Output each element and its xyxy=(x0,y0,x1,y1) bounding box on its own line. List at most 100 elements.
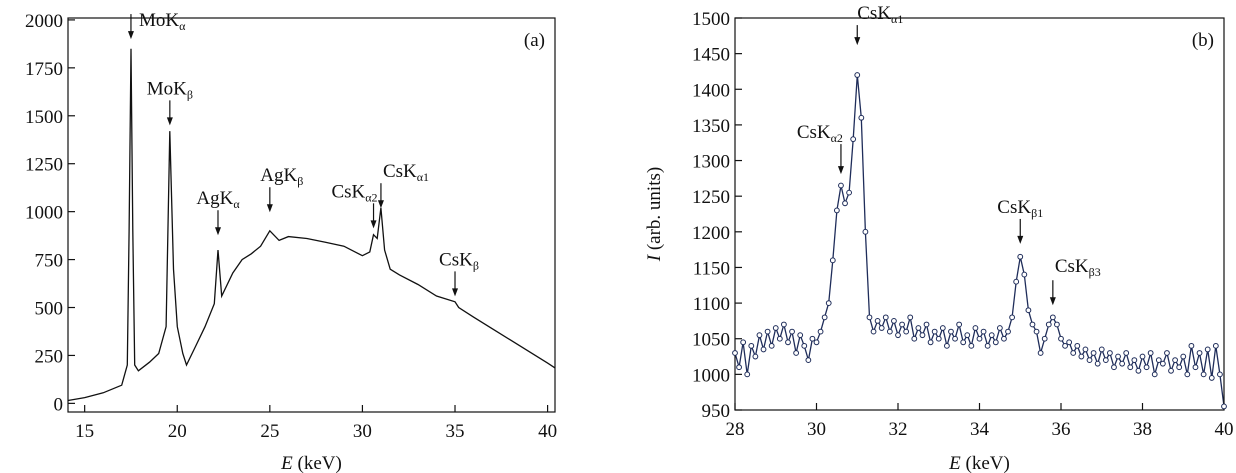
data-point xyxy=(1204,346,1211,353)
y-tick-label: 1100 xyxy=(693,294,730,315)
y-tick-label: 1750 xyxy=(25,59,63,80)
data-point xyxy=(1001,335,1007,342)
x-tick-label: 40 xyxy=(1215,419,1234,440)
spectrum-line xyxy=(67,48,556,402)
annotation-subscript: α xyxy=(179,19,186,33)
annotation-label: MoKα xyxy=(139,10,186,33)
panel-label: (b) xyxy=(1192,30,1214,51)
panel-label: (a) xyxy=(524,30,545,51)
y-tick-label: 1250 xyxy=(692,187,730,208)
y-tick-label: 1250 xyxy=(25,155,63,176)
y-tick-label: 1500 xyxy=(25,107,63,128)
data-point xyxy=(866,314,873,321)
annotation-label: AgKα xyxy=(196,188,240,211)
data-point xyxy=(1212,342,1219,349)
y-tick-label: 0 xyxy=(54,394,64,415)
data-point xyxy=(903,328,910,335)
data-point xyxy=(996,325,1003,331)
y-tick-label: 1000 xyxy=(692,365,730,386)
data-point xyxy=(829,257,836,264)
data-point xyxy=(1168,367,1174,374)
data-point xyxy=(1115,353,1121,360)
data-point xyxy=(1045,321,1052,328)
data-point xyxy=(1131,357,1138,364)
data-point xyxy=(1090,350,1097,356)
data-point xyxy=(1107,350,1113,356)
data-point xyxy=(1049,314,1056,321)
data-point xyxy=(1127,364,1134,371)
panel: 28 30 32 34 36 38 40 950 1000 1050 1100 1150 1200 125… xyxy=(644,3,1234,473)
y-tick-label: 1000 xyxy=(25,203,63,224)
annotation-text: MoK xyxy=(147,78,187,99)
annotation-subscript: α1 xyxy=(417,170,429,184)
data-point xyxy=(789,328,795,335)
data-point xyxy=(992,339,999,346)
data-point xyxy=(1164,350,1170,356)
data-point xyxy=(797,332,804,339)
x-tick-label: 28 xyxy=(726,419,745,440)
arrow-head xyxy=(1049,297,1056,306)
data-point xyxy=(948,328,954,335)
data-point xyxy=(825,300,832,306)
arrow-head xyxy=(854,37,861,46)
data-point xyxy=(1017,253,1024,260)
y-tick-label: 950 xyxy=(702,401,731,422)
annotation-subscript: β xyxy=(187,87,193,101)
data-point xyxy=(805,357,812,364)
data-point xyxy=(956,321,963,328)
data-point xyxy=(781,321,787,328)
data-point xyxy=(1078,353,1085,360)
data-point xyxy=(842,200,848,207)
data-point xyxy=(756,332,763,339)
data-point xyxy=(1221,403,1227,410)
arrow-head xyxy=(127,31,134,40)
data-point xyxy=(785,339,791,346)
data-point xyxy=(1176,364,1183,371)
data-point xyxy=(793,350,800,356)
data-point xyxy=(915,325,922,331)
arrow-head xyxy=(214,227,221,236)
data-point xyxy=(1143,364,1150,371)
arrow-head xyxy=(452,288,459,297)
data-point xyxy=(838,182,844,189)
data-point xyxy=(964,332,971,339)
data-point xyxy=(944,342,950,349)
annotation-text: CsK xyxy=(997,197,1031,218)
data-point xyxy=(1155,357,1162,364)
data-point xyxy=(1196,350,1203,356)
data-point xyxy=(821,314,828,321)
y-tick-label: 750 xyxy=(35,251,64,272)
data-point xyxy=(817,328,824,335)
data-point xyxy=(1159,360,1166,367)
plot-frame xyxy=(67,17,556,413)
arrow-head xyxy=(1017,235,1024,244)
x-tick-label: 34 xyxy=(970,419,990,440)
data-point xyxy=(1123,350,1130,356)
annotation-label: MoKβ xyxy=(147,78,193,101)
y-tick-label: 1050 xyxy=(692,330,730,351)
data-point xyxy=(1037,350,1044,356)
data-point xyxy=(1135,367,1142,374)
x-tick-label: 25 xyxy=(260,421,279,442)
data-point xyxy=(1062,342,1068,349)
data-point xyxy=(748,342,755,349)
data-point xyxy=(813,339,820,346)
annotation-text: AgK xyxy=(260,165,297,186)
data-point xyxy=(1192,364,1199,371)
arrow-head xyxy=(377,200,384,209)
data-point xyxy=(899,321,905,328)
x-tick-label: 30 xyxy=(807,419,826,440)
data-point xyxy=(1054,321,1060,328)
data-point xyxy=(740,339,747,346)
annotation-subscript: β xyxy=(297,174,303,188)
data-point xyxy=(895,332,901,339)
y-tick-label: 1350 xyxy=(692,116,730,137)
data-point xyxy=(1200,371,1207,378)
annotation-subscript: α2 xyxy=(831,131,843,145)
data-point xyxy=(984,342,991,349)
data-point xyxy=(858,114,865,121)
annotation-text: MoK xyxy=(139,10,179,31)
x-tick-label: 30 xyxy=(353,421,372,442)
arrow-head xyxy=(837,166,844,175)
y-tick-label: 500 xyxy=(35,299,64,320)
